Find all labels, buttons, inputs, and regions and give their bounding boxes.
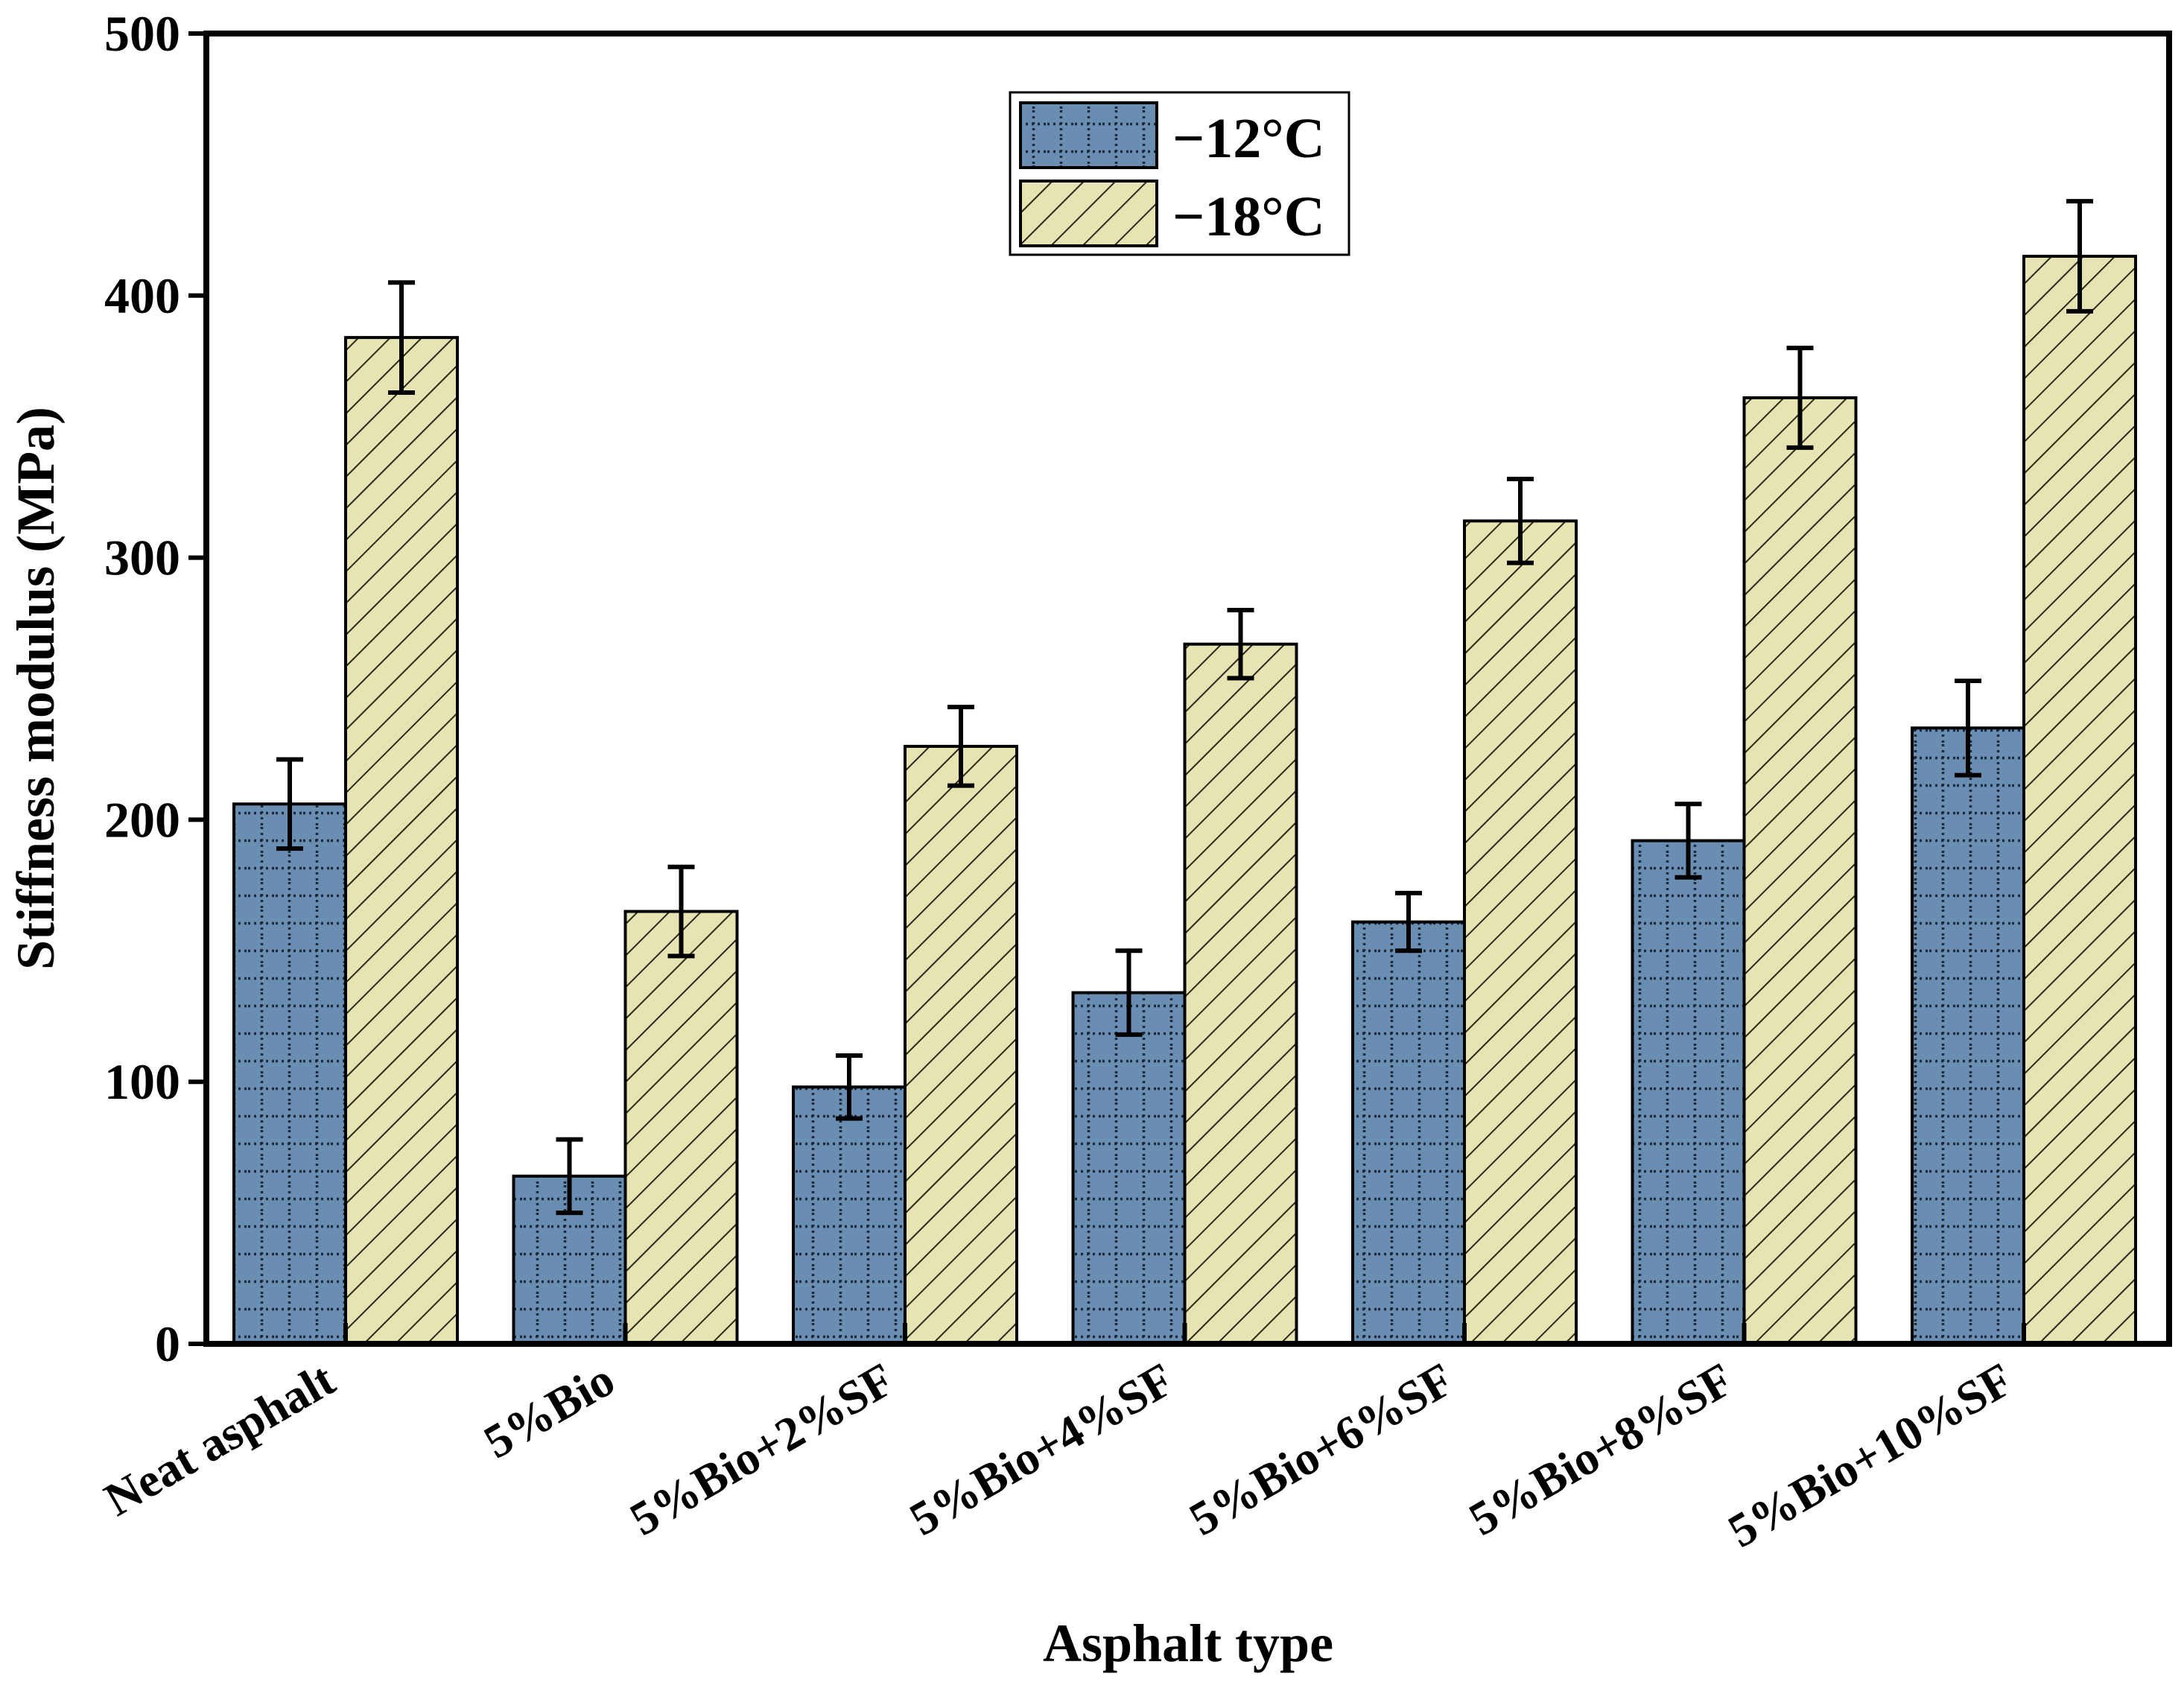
legend-swatch-minus18: [1019, 180, 1158, 247]
y-axis-title: Stiffness modulus (MPa): [6, 407, 66, 970]
legend-label-minus18: −18°C: [1172, 185, 1325, 248]
bar-minus18-1: [623, 910, 739, 1345]
x-axis-title: Asphalt type: [1043, 1614, 1333, 1673]
bars-layer: [232, 199, 2137, 1346]
x-tick-label-1: 5%Bio: [475, 1353, 623, 1469]
bar-minus18-4: [1463, 519, 1578, 1345]
x-tick-label-6: 5%Bio+10%SF: [1719, 1353, 2022, 1558]
y-tick-label-1: 100: [104, 1053, 180, 1110]
bar-minus12-2: [792, 1085, 907, 1345]
legend: −12°C −18°C: [1009, 91, 1350, 256]
x-tick-label-4: 5%Bio+6%SF: [1181, 1353, 1462, 1546]
bar-minus18-3: [1183, 642, 1298, 1345]
x-tick-label-5: 5%Bio+8%SF: [1460, 1353, 1742, 1546]
y-tick-label-3: 300: [104, 530, 180, 586]
y-tick-label-5: 500: [104, 5, 180, 62]
bar-minus12-0: [232, 802, 347, 1345]
bar-minus18-6: [2022, 255, 2137, 1345]
bar-minus18-2: [904, 744, 1018, 1345]
bar-minus12-4: [1351, 920, 1466, 1346]
plot-frame: [203, 31, 2172, 1347]
bar-minus12-6: [1911, 726, 2025, 1345]
legend-label-minus12: −12°C: [1172, 107, 1325, 170]
legend-swatch-minus12: [1019, 101, 1158, 169]
x-tick-label-3: 5%Bio+4%SF: [901, 1353, 1182, 1546]
y-tick-label-4: 400: [104, 267, 180, 324]
x-tick-label-2: 5%Bio+2%SF: [621, 1353, 903, 1546]
bar-minus18-5: [1742, 396, 1858, 1346]
bar-minus12-3: [1071, 991, 1187, 1345]
y-tick-label-0: 0: [155, 1316, 180, 1372]
bar-minus18-0: [344, 336, 459, 1345]
y-tick-label-2: 200: [104, 791, 180, 848]
bar-minus12-5: [1631, 839, 1746, 1345]
x-tick-label-0: Neat asphalt: [95, 1352, 343, 1526]
